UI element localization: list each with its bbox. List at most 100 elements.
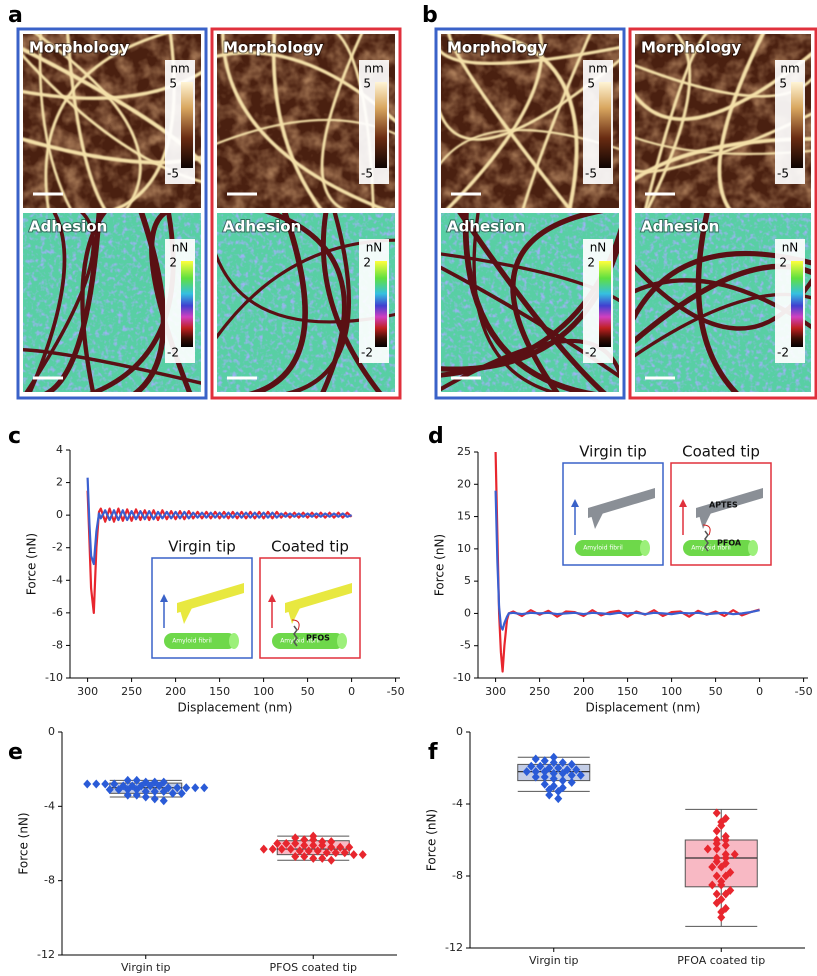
data-point bbox=[540, 772, 549, 782]
colorbar bbox=[375, 261, 387, 347]
fibril bbox=[635, 64, 811, 98]
fibril-end bbox=[748, 540, 758, 556]
data-point bbox=[554, 763, 563, 773]
fibril bbox=[284, 213, 352, 392]
data-point bbox=[286, 844, 295, 854]
data-point bbox=[132, 775, 141, 785]
data-point bbox=[712, 839, 721, 849]
y-tick-label: -2 bbox=[52, 541, 63, 554]
data-point bbox=[304, 846, 313, 856]
data-point bbox=[549, 768, 558, 778]
y-tick-label: -4 bbox=[44, 799, 55, 812]
data-point bbox=[309, 840, 318, 850]
fibril bbox=[34, 34, 142, 208]
colorbar-max: 2 bbox=[363, 256, 371, 270]
fibril bbox=[644, 34, 709, 208]
afm-tip bbox=[180, 608, 192, 624]
data-point bbox=[141, 786, 150, 796]
data-point bbox=[191, 783, 200, 793]
image-label: Morphology bbox=[641, 39, 742, 57]
panel-frame bbox=[210, 27, 402, 400]
y-axis-label: Force (nN) bbox=[433, 534, 447, 596]
fibril bbox=[462, 213, 597, 392]
image-label: Adhesion bbox=[447, 218, 525, 236]
data-point bbox=[340, 848, 349, 858]
colorbar-unit: nm bbox=[364, 62, 383, 76]
x-tick-label: 50 bbox=[301, 685, 315, 698]
data-point bbox=[132, 790, 141, 800]
y-tick-label: 10 bbox=[457, 542, 471, 555]
colorbar-unit: nm bbox=[170, 62, 189, 76]
data-point bbox=[336, 842, 345, 852]
y-tick-label: 0 bbox=[456, 725, 463, 738]
y-tick-label: -8 bbox=[44, 874, 55, 887]
inset-substrate: Amyloid fibril bbox=[280, 638, 320, 645]
data-point bbox=[173, 783, 182, 793]
x-tick-label: 300 bbox=[485, 685, 506, 698]
panel-frame bbox=[628, 27, 817, 400]
data-point bbox=[309, 853, 318, 863]
data-point bbox=[717, 907, 726, 917]
cantilever bbox=[588, 488, 655, 518]
y-tick-label: -12 bbox=[445, 941, 463, 954]
inset-molecule: PFOA bbox=[717, 539, 742, 548]
cantilever bbox=[696, 488, 763, 518]
colorbar bbox=[181, 261, 193, 347]
colorbar bbox=[599, 82, 611, 168]
data-point bbox=[110, 779, 119, 789]
colorbar-max: 5 bbox=[363, 77, 371, 91]
data-point bbox=[721, 889, 730, 899]
data-point bbox=[554, 794, 563, 804]
data-point bbox=[309, 835, 318, 845]
colorbar bbox=[791, 261, 803, 347]
colorbar-min: -5 bbox=[167, 167, 179, 181]
data-point bbox=[313, 846, 322, 856]
inset-substrate: Amyloid fibril bbox=[583, 545, 623, 552]
data-point bbox=[259, 844, 268, 854]
data-point bbox=[150, 794, 159, 804]
data-point bbox=[132, 785, 141, 795]
data-point bbox=[558, 776, 567, 786]
colorbar-unit: nm bbox=[780, 62, 799, 76]
cantilever bbox=[177, 583, 244, 613]
data-point bbox=[327, 837, 336, 847]
data-point bbox=[721, 835, 730, 845]
fibril bbox=[44, 34, 169, 208]
data-point bbox=[545, 790, 554, 800]
data-point bbox=[712, 898, 721, 908]
data-point bbox=[322, 848, 331, 858]
data-point bbox=[540, 756, 549, 766]
colorbar-unit: nN bbox=[782, 241, 799, 255]
x-tick-label: 0 bbox=[756, 685, 763, 698]
colorbar bbox=[791, 82, 803, 168]
colorbar-min: -2 bbox=[167, 346, 179, 360]
fibril bbox=[28, 213, 67, 392]
x-tick-label: 200 bbox=[573, 685, 594, 698]
data-point bbox=[295, 846, 304, 856]
colorbar-max: 2 bbox=[779, 256, 787, 270]
data-point bbox=[282, 839, 291, 848]
x-tick-label: 200 bbox=[165, 685, 186, 698]
afm-tip bbox=[288, 608, 300, 624]
arrow-head bbox=[160, 594, 168, 602]
x-axis-label: Displacement (nm) bbox=[178, 701, 293, 715]
colorbar-unit: nN bbox=[366, 241, 383, 255]
fibril-cylinder bbox=[272, 633, 344, 649]
data-point bbox=[146, 781, 155, 791]
data-point bbox=[717, 912, 726, 922]
data-point bbox=[349, 850, 358, 860]
fibril bbox=[221, 34, 386, 208]
fibril bbox=[717, 34, 765, 208]
data-point bbox=[527, 761, 536, 771]
data-point bbox=[712, 871, 721, 881]
x-tick-label: 250 bbox=[529, 685, 550, 698]
x-tick-label: 100 bbox=[661, 685, 682, 698]
y-tick-label: 0 bbox=[56, 508, 63, 521]
data-point bbox=[567, 770, 576, 780]
data-point bbox=[712, 857, 721, 867]
data-point bbox=[558, 768, 567, 778]
data-point bbox=[536, 761, 545, 771]
arrow-head bbox=[679, 499, 687, 507]
image-label: Adhesion bbox=[641, 218, 719, 236]
